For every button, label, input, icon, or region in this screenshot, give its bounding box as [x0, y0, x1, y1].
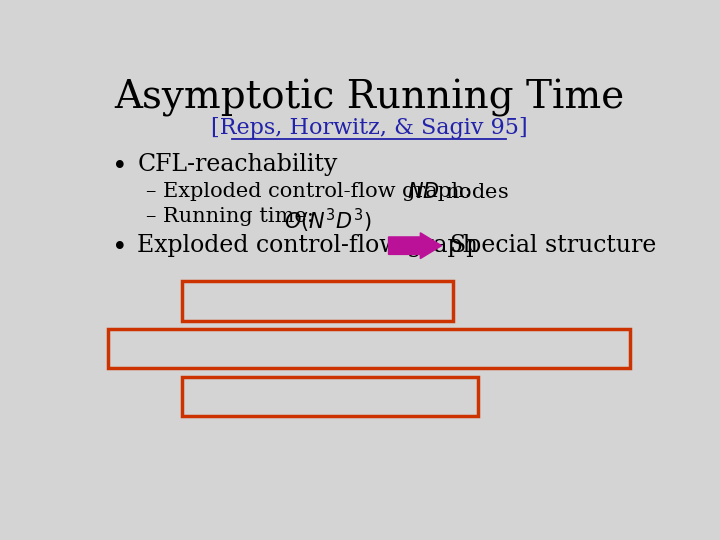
- FancyArrow shape: [389, 233, 441, 259]
- FancyBboxPatch shape: [108, 329, 630, 368]
- Text: ●: ●: [436, 339, 451, 357]
- Text: [Reps, Horwitz, & Sagiv 95]: [Reps, Horwitz, & Sagiv 95]: [211, 117, 527, 139]
- Text: – Running time:: – Running time:: [145, 207, 320, 226]
- FancyBboxPatch shape: [182, 281, 453, 321]
- Text: $\mathit{N}$, hence: $\mathit{N}$, hence: [236, 339, 343, 363]
- Text: Exploded control-flow graph: Exploded control-flow graph: [138, 234, 478, 258]
- Text: “Gen/kill” problems:: “Gen/kill” problems:: [196, 387, 448, 410]
- Text: $\mathit{O}(\mathit{ED})$: $\mathit{O}(\mathit{ED})$: [371, 387, 441, 413]
- Text: Special structure: Special structure: [450, 234, 657, 258]
- Text: $\mathit{O}(\mathit{ED}^3)$: $\mathit{O}(\mathit{ED}^3)$: [328, 291, 411, 321]
- Text: •: •: [112, 154, 128, 179]
- Text: Typically:: Typically:: [120, 339, 243, 362]
- Text: CFL-reachability: CFL-reachability: [138, 153, 338, 177]
- Text: $\mathit{E}$: $\mathit{E}$: [203, 339, 220, 362]
- Text: $\mathit{O}(\mathit{N}^3\mathit{D}^3)$: $\mathit{O}(\mathit{N}^3\mathit{D}^3)$: [284, 207, 372, 235]
- Text: Running time:: Running time:: [196, 291, 374, 314]
- Text: $\mathit{O}(\mathit{ED}^3)$: $\mathit{O}(\mathit{ED}^3)$: [341, 339, 423, 369]
- Text: $\mathit{ND}$ nodes: $\mathit{ND}$ nodes: [407, 182, 508, 202]
- Text: ●: ●: [220, 339, 235, 357]
- Text: – Exploded control-flow graph:: – Exploded control-flow graph:: [145, 182, 478, 201]
- Text: $\mathit{O}(\mathit{ND}^3)$: $\mathit{O}(\mathit{ND}^3)$: [453, 339, 539, 369]
- Text: •: •: [112, 235, 128, 260]
- Text: Asymptotic Running Time: Asymptotic Running Time: [114, 79, 624, 117]
- FancyBboxPatch shape: [182, 377, 478, 416]
